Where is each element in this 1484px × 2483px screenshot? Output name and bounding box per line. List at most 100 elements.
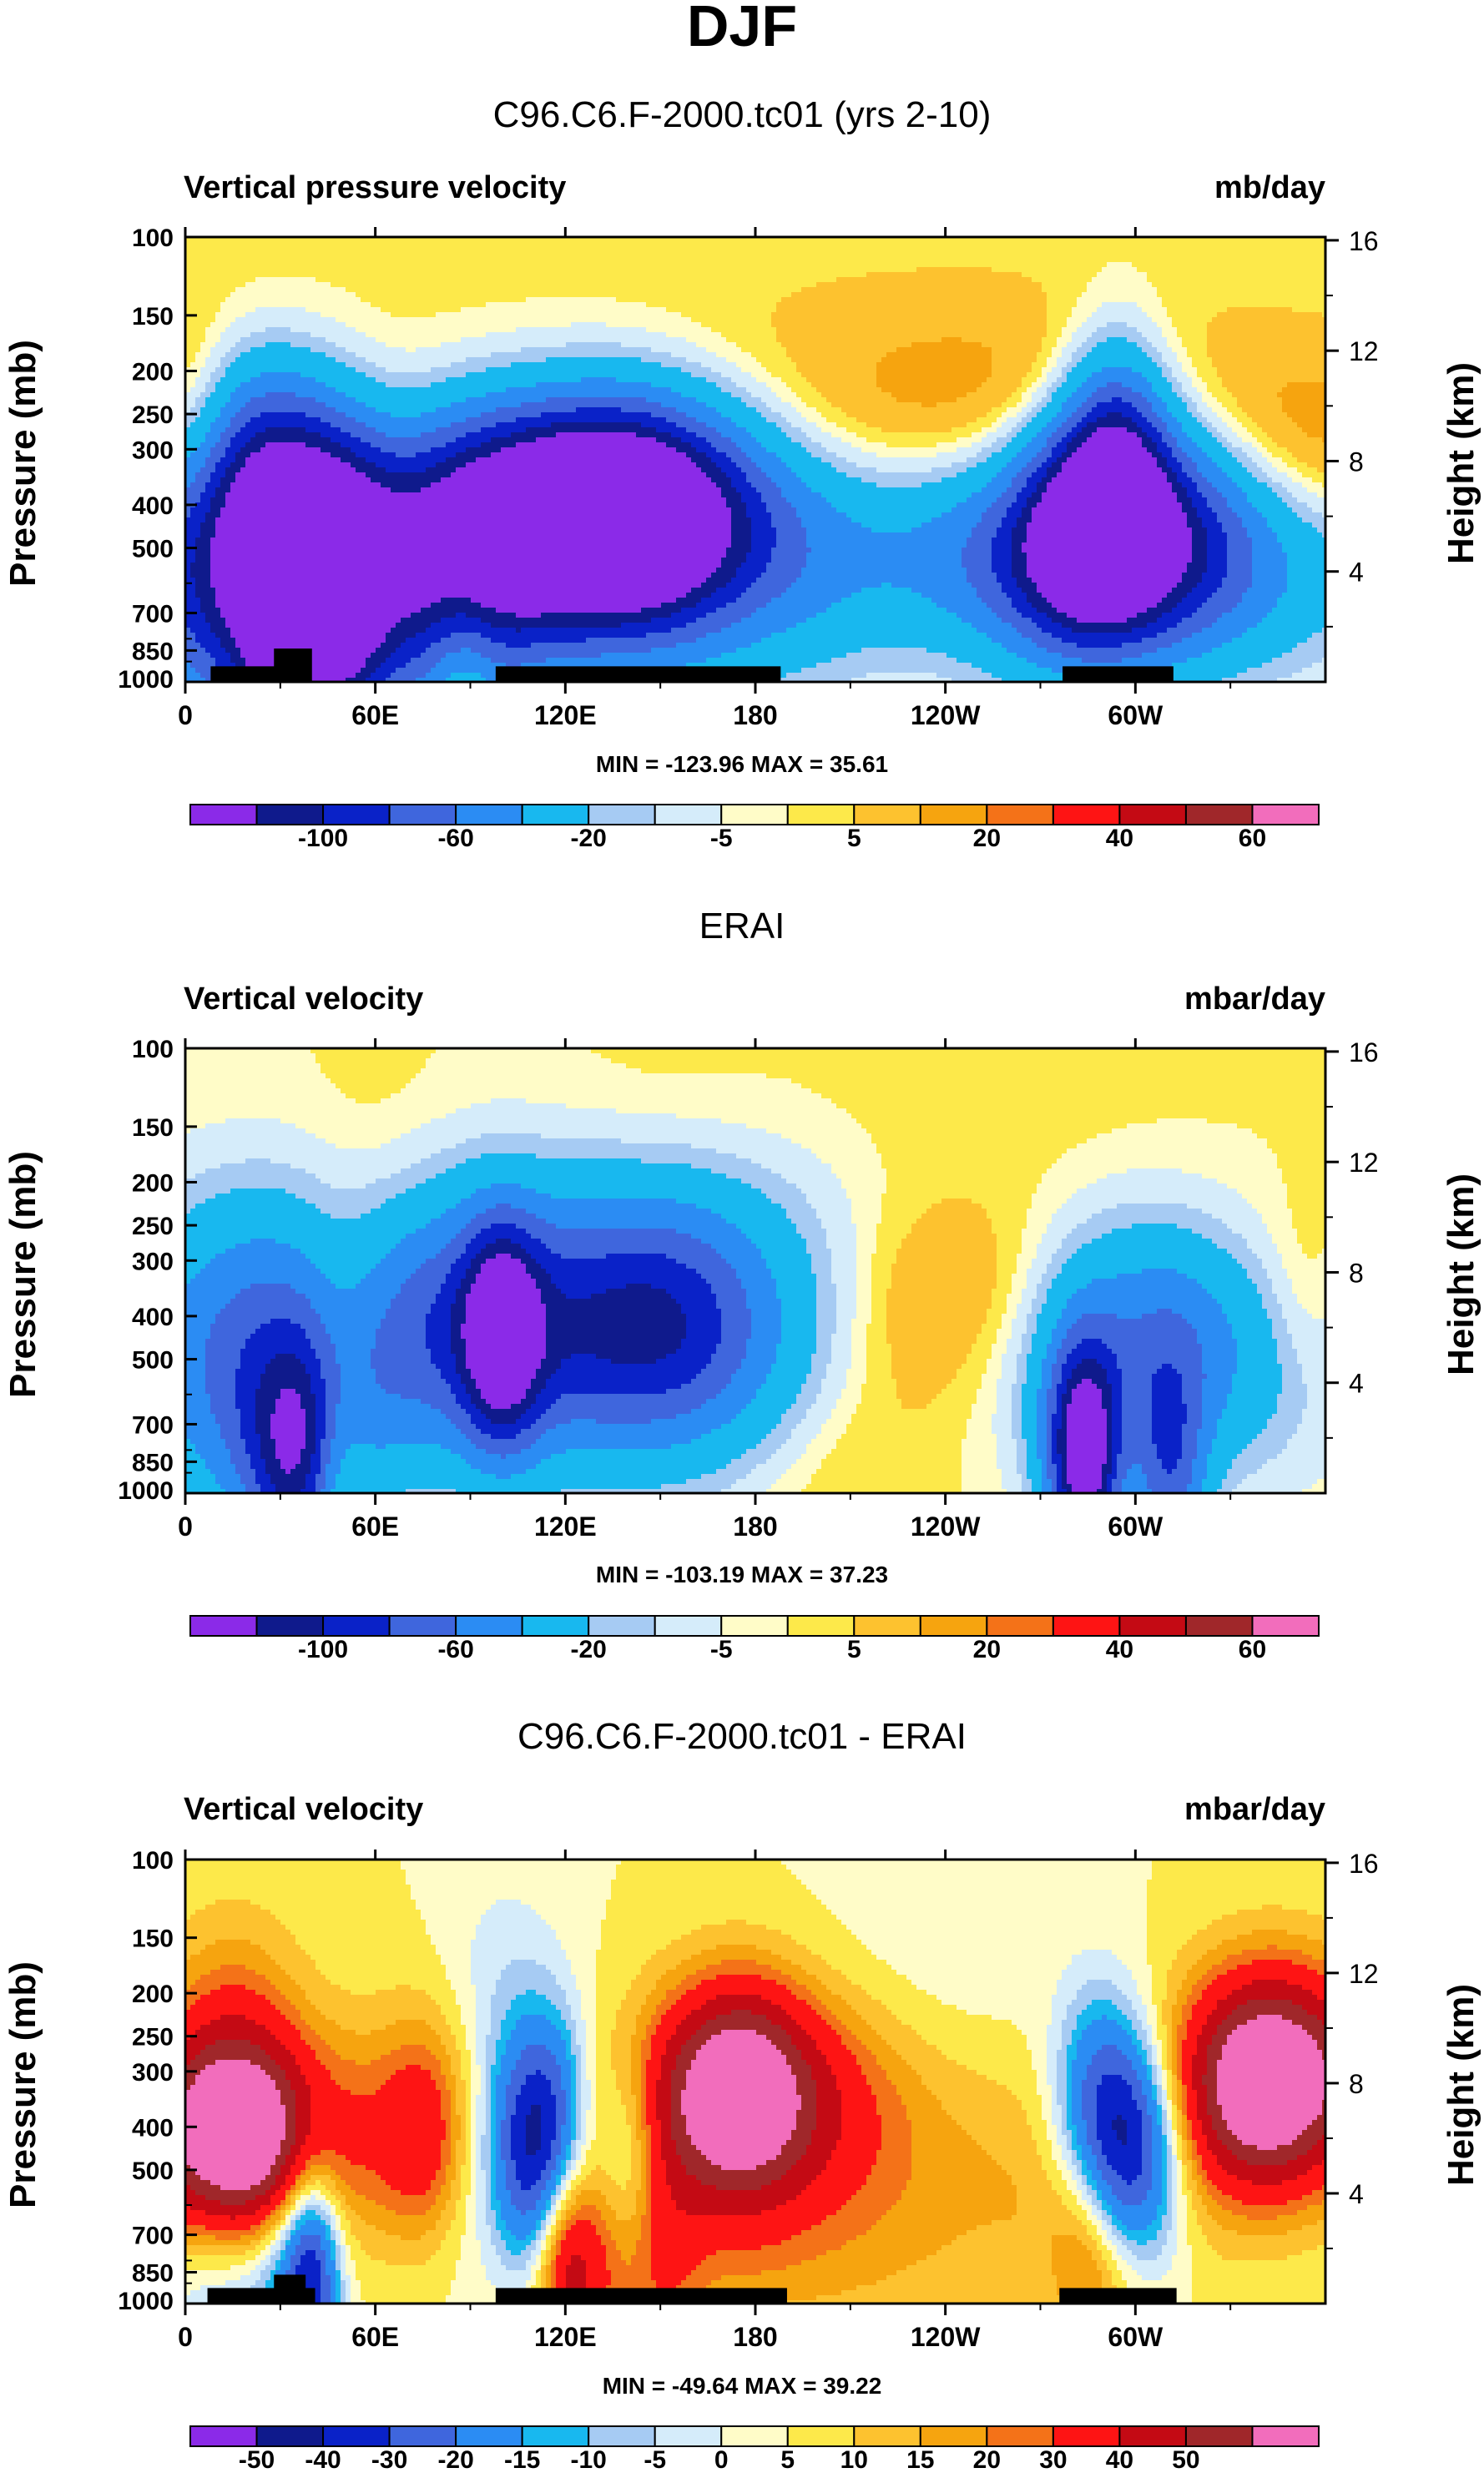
field-cell: [736, 1153, 817, 1159]
field-cell: [831, 1990, 867, 1996]
field-cell: [1082, 402, 1098, 408]
field-cell: [215, 1314, 321, 1320]
field-cell: [185, 1384, 206, 1390]
field-cell: [1147, 272, 1325, 278]
field-cell: [230, 417, 251, 423]
field-cell: [315, 1409, 326, 1415]
field-cell: [962, 618, 1002, 623]
field-cell: [521, 1183, 752, 1189]
field-cell: [1017, 608, 1037, 613]
field-cell: [235, 1389, 256, 1395]
field-cell: [265, 1469, 286, 1475]
field-cell: [1187, 522, 1203, 528]
field-cell: [185, 297, 226, 303]
field-cell: [431, 1309, 452, 1315]
field-cell: [756, 1244, 807, 1249]
field-cell: [686, 1314, 722, 1320]
field-cell: [1042, 367, 1052, 373]
field-cell: [1132, 402, 1153, 408]
field-cell: [220, 2015, 246, 2021]
field-cell: [476, 1995, 492, 2001]
field-cell: [836, 422, 867, 428]
field-cell: [461, 648, 472, 654]
field-cell: [836, 1439, 962, 1445]
colorbar-box: [1251, 804, 1320, 825]
field-cell: [1027, 502, 1037, 508]
field-cell: [471, 648, 652, 654]
field-cell: [1237, 512, 1263, 518]
field-cell: [215, 2040, 251, 2046]
field-cell: [1277, 1339, 1293, 1345]
field-cell: [1182, 638, 1233, 643]
field-cell: [957, 472, 997, 478]
field-cell: [761, 1439, 787, 1445]
field-cell: [826, 1374, 847, 1380]
field-cell: [1167, 407, 1188, 413]
field-cell: [255, 1424, 271, 1430]
field-cell: [190, 452, 211, 458]
field-cell: [381, 482, 432, 488]
field-cell: [1032, 1349, 1047, 1355]
colorbar-box: [455, 1615, 523, 1637]
field-cell: [771, 633, 987, 638]
field-cell: [210, 553, 727, 558]
field-cell: [1267, 457, 1283, 463]
field-cell: [1152, 1394, 1183, 1400]
field-cell: [761, 442, 802, 448]
field-cell: [891, 1279, 997, 1284]
field-cell: [791, 583, 882, 588]
field-cell: [1247, 412, 1288, 418]
field-cell: [1177, 2000, 1188, 2006]
field-cell: [185, 2040, 216, 2046]
field-cell: [401, 1239, 452, 1244]
field-cell: [666, 1254, 722, 1259]
field-cell: [1202, 1995, 1228, 2001]
field-cell: [741, 1229, 797, 1234]
field-cell: [1267, 1419, 1303, 1425]
field-cell: [1122, 1424, 1153, 1430]
field-cell: [436, 1048, 592, 1054]
field-cell: [977, 462, 1007, 468]
field-cell: [776, 422, 792, 428]
field-cell: [866, 673, 937, 679]
field-cell: [776, 1279, 817, 1284]
field-cell: [756, 1945, 807, 1951]
field-cell: [391, 312, 437, 318]
field-cell: [1017, 1439, 1027, 1445]
field-cell: [1107, 1429, 1113, 1435]
field-cell: [1282, 457, 1298, 463]
field-cell: [856, 1309, 872, 1315]
field-cell: [1282, 407, 1325, 413]
field-cell: [901, 2020, 1012, 2026]
field-cell: [821, 1464, 962, 1470]
field-cell: [881, 583, 892, 588]
field-cell: [831, 2025, 847, 2031]
field-cell: [781, 377, 807, 383]
x-tick-label: 180: [733, 700, 777, 730]
field-cell: [721, 563, 742, 568]
field-cell: [741, 1364, 772, 1370]
field-cell: [526, 1990, 537, 1996]
field-cell: [336, 1344, 376, 1350]
field-cell: [1072, 452, 1153, 458]
field-cell: [481, 1153, 537, 1159]
field-cell: [1302, 2005, 1325, 2011]
field-cell: [1082, 1359, 1098, 1365]
field-cell: [185, 257, 1325, 263]
field-cell: [205, 327, 226, 333]
field-cell: [736, 442, 762, 448]
field-cell: [681, 367, 712, 373]
field-cell: [1067, 1419, 1108, 1425]
field-cell: [1227, 387, 1283, 393]
field-cell: [426, 1920, 482, 1925]
field-cell: [1107, 1459, 1113, 1465]
field-cell: [321, 1459, 331, 1465]
field-cell: [796, 362, 877, 368]
field-cell: [1187, 568, 1208, 573]
field-cell: [726, 553, 747, 558]
field-cell: [376, 362, 452, 368]
field-cell: [356, 397, 467, 403]
field-cell: [741, 492, 762, 498]
field-cell: [310, 2025, 341, 2031]
field-cell: [706, 1399, 752, 1405]
